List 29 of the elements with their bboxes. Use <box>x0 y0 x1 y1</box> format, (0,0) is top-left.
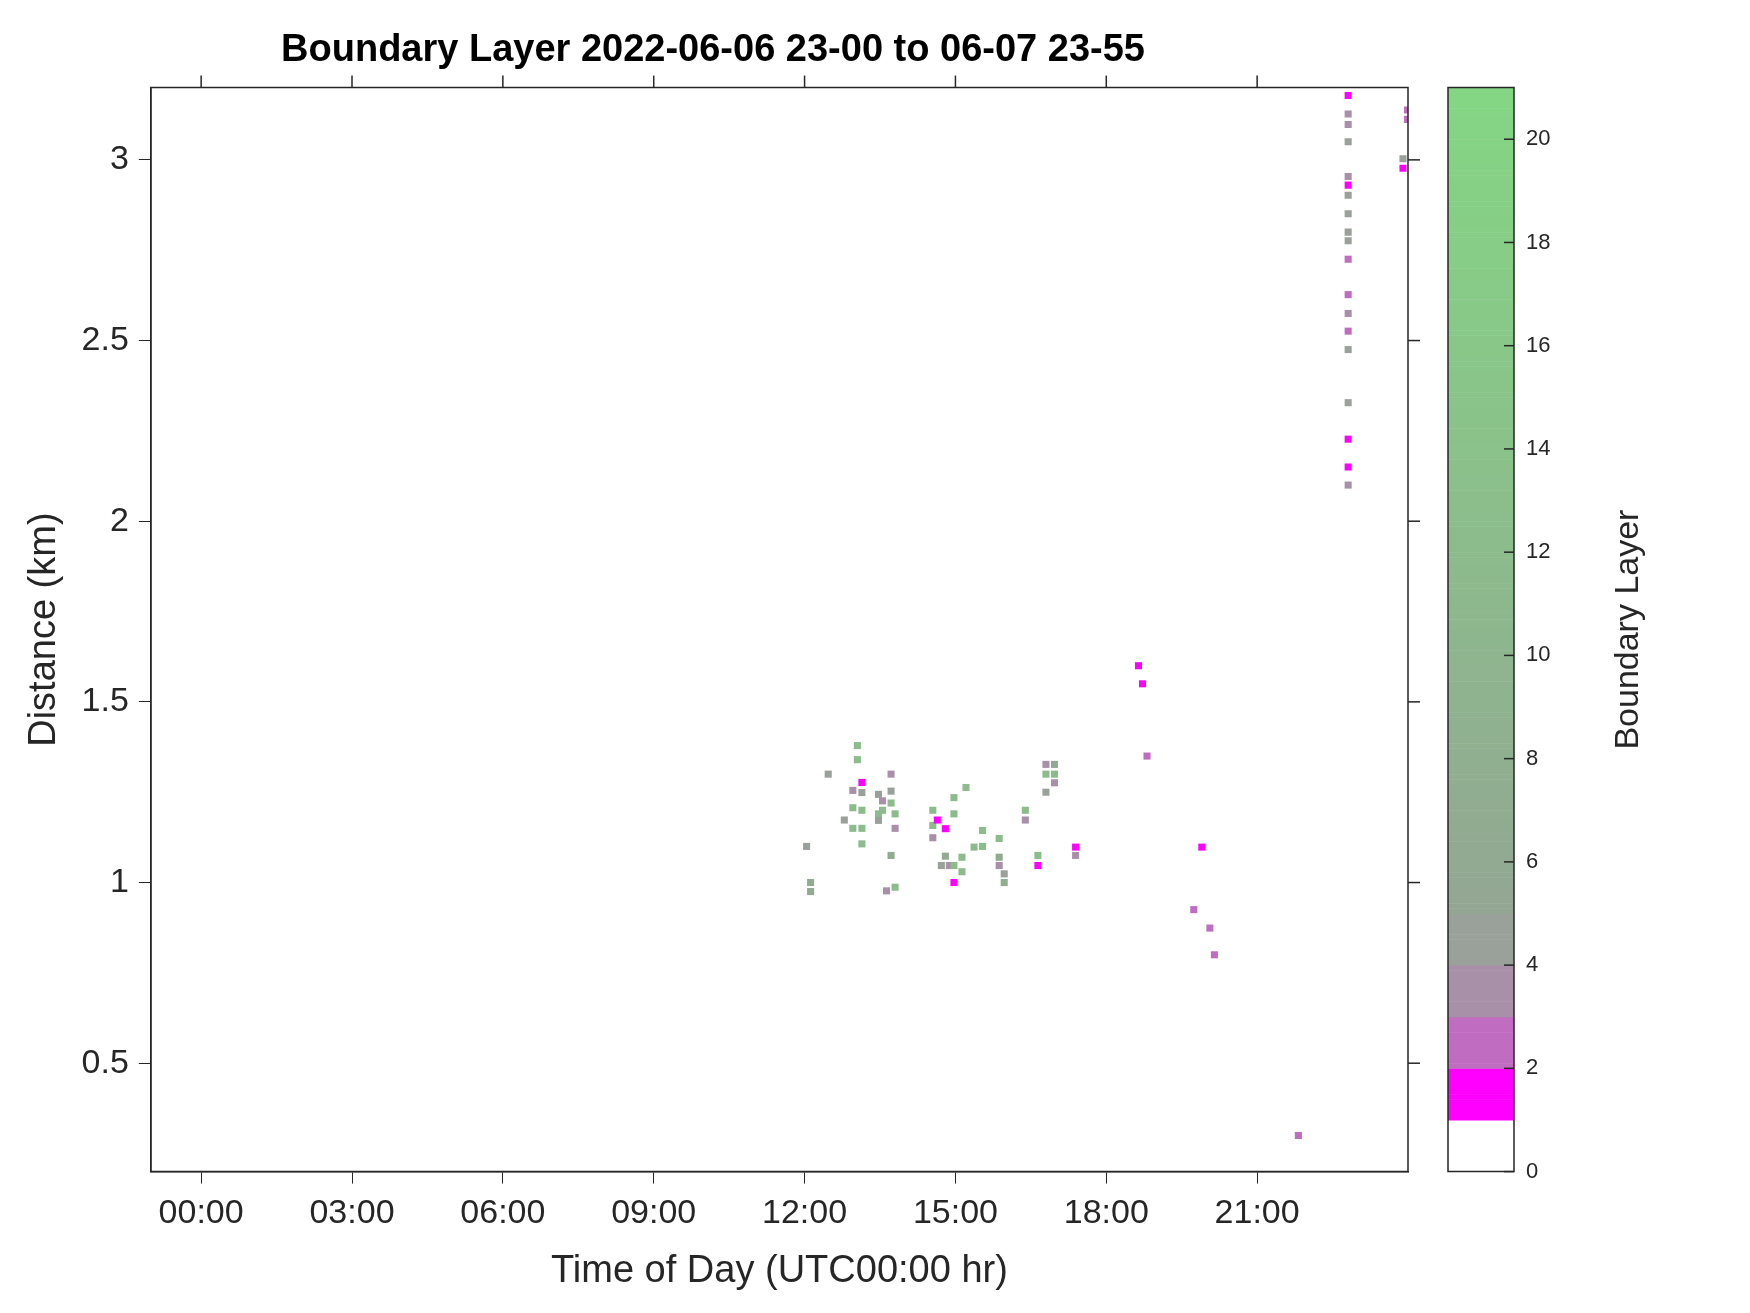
y-axis-title: Distance (km) <box>21 512 64 747</box>
color-bar-label: 4 <box>1526 951 1539 977</box>
color-bar-label: 18 <box>1526 228 1551 254</box>
color-bar-title: Boundary Layer <box>1607 509 1646 750</box>
y-tick-label: 2.5 <box>81 318 129 357</box>
color-bar-label: 12 <box>1526 538 1551 564</box>
x-tick-label: 09:00 <box>611 1192 697 1231</box>
x-tick-label: 00:00 <box>158 1192 244 1231</box>
x-tick-label: 06:00 <box>460 1192 546 1231</box>
color-bar-label: 0 <box>1526 1157 1539 1183</box>
y-tick-label: 3 <box>109 138 129 177</box>
x-tick-label: 21:00 <box>1214 1192 1300 1231</box>
x-axis-title: Time of Day (UTC00:00 hr) <box>551 1247 1008 1290</box>
x-tick-label: 15:00 <box>912 1192 998 1231</box>
y-tick-label: 0.5 <box>81 1041 129 1080</box>
color-bar-label: 16 <box>1526 331 1551 357</box>
color-bar-label: 10 <box>1526 641 1551 667</box>
y-tick-label: 2 <box>109 499 129 538</box>
color-bar-label: 20 <box>1526 125 1551 151</box>
x-tick-label: 18:00 <box>1063 1192 1149 1231</box>
color-bar-label: 8 <box>1526 744 1539 770</box>
y-tick-label: 1 <box>109 860 129 899</box>
x-tick-label: 12:00 <box>762 1192 848 1231</box>
x-tick-label: 03:00 <box>309 1192 395 1231</box>
chart-title: Boundary Layer 2022-06-06 23-00 to 06-07 23-55 <box>281 27 1145 70</box>
y-tick-label: 1.5 <box>81 680 129 719</box>
color-bar-label: 2 <box>1526 1054 1539 1080</box>
color-bar-label: 14 <box>1526 435 1551 460</box>
color-bar-label: 6 <box>1526 847 1539 873</box>
